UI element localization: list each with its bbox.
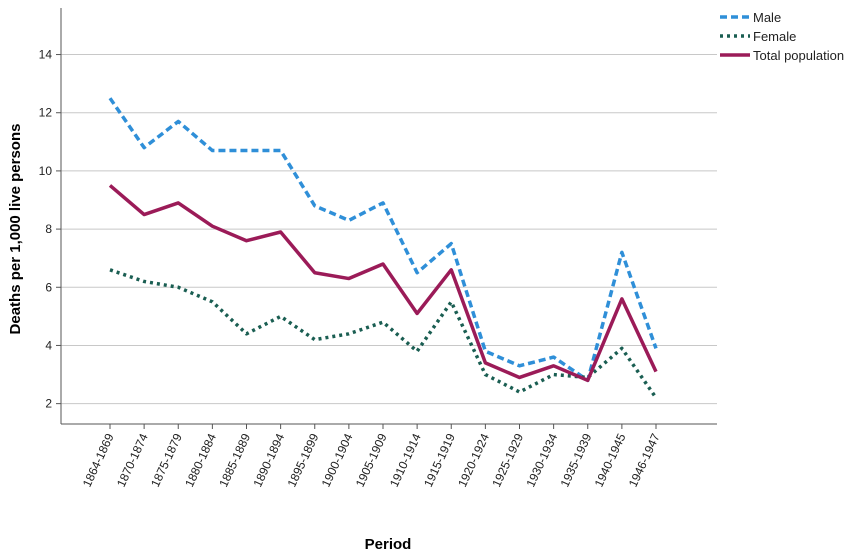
data-point [109,185,111,187]
data-point [246,150,248,152]
legend-label: Total population [753,48,844,63]
x-tick-label: 1875-1879 [148,431,185,489]
series-lines [108,97,658,399]
data-point [416,272,418,274]
data-point [143,214,145,216]
data-point [553,365,555,367]
x-tick-label: 1905-1909 [353,431,390,489]
data-point [348,220,350,222]
data-point [314,205,316,207]
data-point [655,348,657,350]
data-point [280,231,282,233]
y-axis-title: Deaths per 1,000 live persons [7,124,24,335]
x-tick-label: 1915-1919 [421,431,458,489]
series-line-female [109,268,658,399]
data-point [450,301,452,303]
data-point [621,348,623,350]
x-tick-label: 1870-1874 [114,431,151,489]
data-point [109,97,111,99]
data-point [382,202,384,204]
x-tick-label: 1940-1945 [592,431,629,489]
data-point [212,301,214,303]
data-point [450,269,452,271]
data-point [177,202,179,204]
data-point [212,150,214,152]
x-tick-labels: 1864-18691870-18741875-18791880-18841885… [80,431,663,489]
x-tick-label: 1880-1884 [182,431,219,489]
data-point [246,333,248,335]
data-point [109,269,111,271]
data-point [655,371,657,373]
data-point [485,362,487,364]
legend-label: Male [753,10,781,25]
data-point [314,272,316,274]
data-point [450,243,452,245]
data-point [553,374,555,376]
x-tick-label: 1910-1914 [387,431,424,489]
axes [56,8,717,429]
x-tick-label: 1930-1934 [523,431,560,489]
data-point [280,150,282,152]
x-tick-label: 1890-1894 [250,431,287,489]
data-point [382,321,384,323]
data-point [416,313,418,315]
x-tick-label: 1885-1889 [216,431,253,489]
x-tick-label: 1925-1929 [489,431,526,489]
data-point [348,278,350,280]
data-point [246,240,248,242]
data-point [348,333,350,335]
data-point [587,380,589,382]
y-tick-label: 8 [45,222,52,236]
y-tick-label: 6 [45,280,52,294]
x-tick-label: 1895-1899 [285,431,322,489]
data-point [280,316,282,318]
data-point [177,121,179,123]
y-tick-label: 12 [39,106,53,120]
data-point [485,350,487,352]
legend: Male Female Total population [720,10,844,63]
x-tick-label: 1920-1924 [455,431,492,489]
y-tick-label: 10 [39,164,53,178]
y-tick-label: 4 [45,338,52,352]
data-point [143,281,145,283]
legend-label: Female [753,29,796,44]
y-tick-label: 2 [45,397,52,411]
data-point [655,397,657,399]
x-tick-label: 1935-1939 [558,431,595,489]
y-tick-label: 14 [39,48,53,62]
data-point [314,339,316,341]
x-tick-label: 1946-1947 [626,431,663,489]
gridlines [61,54,717,405]
data-point [553,356,555,358]
x-axis-title: Period [365,536,412,552]
data-point [382,263,384,265]
series-line-male [108,97,658,383]
data-point [212,225,214,227]
series-line-total-population [108,184,658,383]
data-point [143,147,145,149]
x-tick-label: 1864-1869 [80,431,117,489]
data-point [519,377,521,379]
data-point [621,252,623,254]
data-point [416,350,418,352]
data-point [621,298,623,300]
data-point [177,286,179,288]
data-point [519,365,521,367]
x-tick-label: 1900-1904 [319,431,356,489]
data-point [519,391,521,393]
data-point [485,374,487,376]
y-tick-labels: 2 4 6 8 10 12 14 [39,48,53,411]
